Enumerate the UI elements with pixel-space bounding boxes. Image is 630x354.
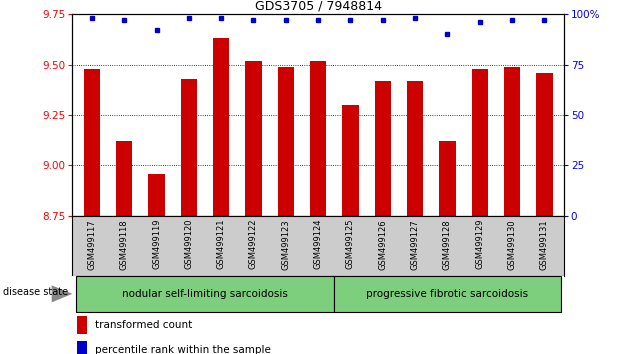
Text: GSM499128: GSM499128 — [443, 219, 452, 270]
Text: transformed count: transformed count — [94, 320, 192, 330]
Bar — [77, 341, 87, 354]
Bar — [504, 67, 520, 216]
Text: GSM499127: GSM499127 — [411, 219, 420, 270]
Text: GSM499123: GSM499123 — [282, 219, 290, 270]
Text: GSM499122: GSM499122 — [249, 219, 258, 269]
Bar — [246, 61, 261, 216]
Bar — [439, 141, 455, 216]
Text: GSM499129: GSM499129 — [475, 219, 484, 269]
Bar — [536, 73, 553, 216]
Text: disease state: disease state — [3, 287, 68, 297]
Bar — [76, 276, 335, 312]
Bar — [116, 141, 132, 216]
Text: nodular self-limiting sarcoidosis: nodular self-limiting sarcoidosis — [122, 289, 288, 299]
Text: GSM499121: GSM499121 — [217, 219, 226, 269]
Text: GSM499126: GSM499126 — [378, 219, 387, 270]
Text: progressive fibrotic sarcoidosis: progressive fibrotic sarcoidosis — [367, 289, 529, 299]
Text: GSM499117: GSM499117 — [88, 219, 96, 270]
Bar — [342, 105, 358, 216]
Text: GSM499118: GSM499118 — [120, 219, 129, 270]
Text: GSM499131: GSM499131 — [540, 219, 549, 270]
Text: GSM499119: GSM499119 — [152, 219, 161, 269]
Bar — [84, 69, 100, 216]
Bar — [77, 316, 87, 334]
Bar — [278, 67, 294, 216]
Bar — [181, 79, 197, 216]
Bar — [310, 61, 326, 216]
Polygon shape — [52, 285, 72, 302]
Title: GDS3705 / 7948814: GDS3705 / 7948814 — [255, 0, 382, 13]
Text: percentile rank within the sample: percentile rank within the sample — [94, 345, 270, 354]
Text: GSM499130: GSM499130 — [508, 219, 517, 270]
Bar — [407, 81, 423, 216]
Bar — [375, 81, 391, 216]
Text: GSM499124: GSM499124 — [314, 219, 323, 269]
Bar — [472, 69, 488, 216]
Bar — [335, 276, 561, 312]
Text: GSM499120: GSM499120 — [185, 219, 193, 269]
Text: GSM499125: GSM499125 — [346, 219, 355, 269]
Bar — [213, 38, 229, 216]
Bar — [149, 173, 164, 216]
